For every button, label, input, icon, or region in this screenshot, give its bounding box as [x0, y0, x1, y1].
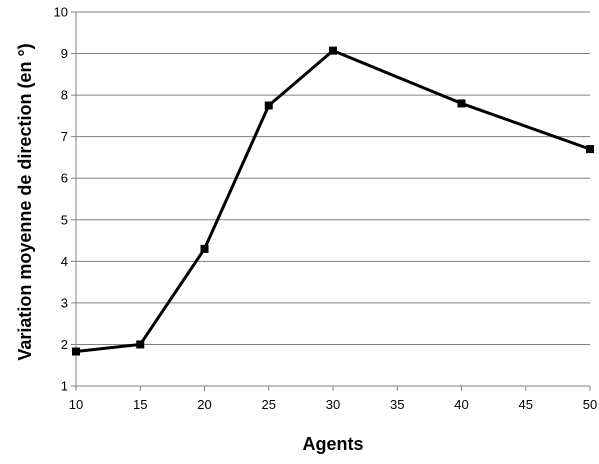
x-tick-label: 45 — [519, 397, 533, 412]
gridlines — [76, 11, 590, 345]
y-axis-ticks: 1 2 3 4 5 6 7 8 9 10 — [54, 5, 76, 394]
y-tick-label: 1 — [61, 379, 68, 394]
series-line — [75, 49, 591, 353]
data-point-marker — [457, 99, 466, 108]
y-tick-label: 8 — [61, 88, 68, 103]
axes — [75, 12, 590, 387]
y-axis-title: Variation moyenne de direction (en °) — [15, 43, 35, 360]
y-tick-label: 7 — [61, 129, 68, 144]
y-tick-label: 6 — [61, 171, 68, 186]
data-point-marker — [200, 244, 209, 253]
y-tick-label: 2 — [61, 337, 68, 352]
data-point-marker — [329, 46, 337, 55]
x-tick-label: 40 — [454, 397, 468, 412]
x-tick-label: 25 — [262, 397, 276, 412]
x-tick-label: 15 — [133, 397, 147, 412]
x-tick-label: 30 — [326, 397, 340, 412]
data-series — [72, 46, 594, 356]
y-tick-label: 4 — [61, 254, 68, 269]
x-axis-title: Agents — [302, 434, 363, 454]
x-tick-label: 35 — [390, 397, 404, 412]
y-tick-label: 5 — [61, 212, 68, 227]
x-tick-label: 50 — [583, 397, 597, 412]
y-tick-label: 3 — [61, 295, 68, 310]
data-point-marker — [136, 340, 145, 349]
x-axis-ticks: 10 15 20 25 30 35 40 45 50 — [69, 386, 597, 412]
data-point-marker — [264, 101, 273, 110]
data-point-marker — [72, 347, 80, 356]
x-tick-label: 20 — [197, 397, 211, 412]
y-tick-label: 9 — [61, 46, 68, 61]
y-tick-label: 10 — [54, 5, 68, 20]
x-tick-label: 10 — [69, 397, 83, 412]
data-point-marker — [586, 145, 594, 154]
